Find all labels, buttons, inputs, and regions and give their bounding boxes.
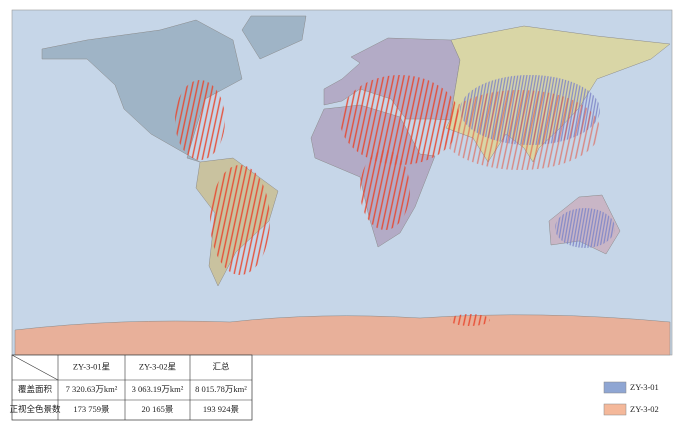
zy302-coverage bbox=[360, 150, 410, 230]
zy302-coverage bbox=[175, 80, 225, 160]
row-label: 覆盖面积 bbox=[18, 384, 53, 394]
zy302-coverage bbox=[340, 75, 460, 165]
table-frame bbox=[11, 354, 253, 421]
zy302-coverage bbox=[210, 165, 270, 275]
row-label: 正视全色景数 bbox=[9, 404, 61, 414]
table-cell: 7 320.63万km² bbox=[66, 384, 118, 394]
greenland bbox=[241, 15, 307, 60]
legend-label: ZY-3-01 bbox=[630, 382, 659, 392]
zy302-coverage bbox=[440, 90, 600, 170]
table-header: ZY-3-01星 bbox=[73, 361, 110, 371]
table-header: 汇总 bbox=[212, 361, 230, 371]
zy302-coverage bbox=[450, 314, 490, 326]
coverage-stripes bbox=[175, 75, 615, 326]
table-cell: 193 924景 bbox=[203, 404, 239, 414]
table-cell: 173 759景 bbox=[73, 404, 109, 414]
table-diagonal bbox=[11, 354, 59, 381]
table-cell: 8 015.78万km² bbox=[195, 384, 247, 394]
legend-label: ZY-3-02 bbox=[630, 404, 659, 414]
table-cell: 20 165景 bbox=[142, 404, 174, 414]
antarctica bbox=[14, 314, 671, 356]
legend-swatch bbox=[603, 403, 627, 416]
legend: ZY-3-01 ZY-3-02 bbox=[600, 374, 672, 420]
table-cell: 3 063.19万km² bbox=[132, 384, 184, 394]
table-header: ZY-3-02星 bbox=[139, 361, 176, 371]
zy301-coverage bbox=[555, 208, 615, 248]
legend-swatch bbox=[603, 381, 627, 394]
